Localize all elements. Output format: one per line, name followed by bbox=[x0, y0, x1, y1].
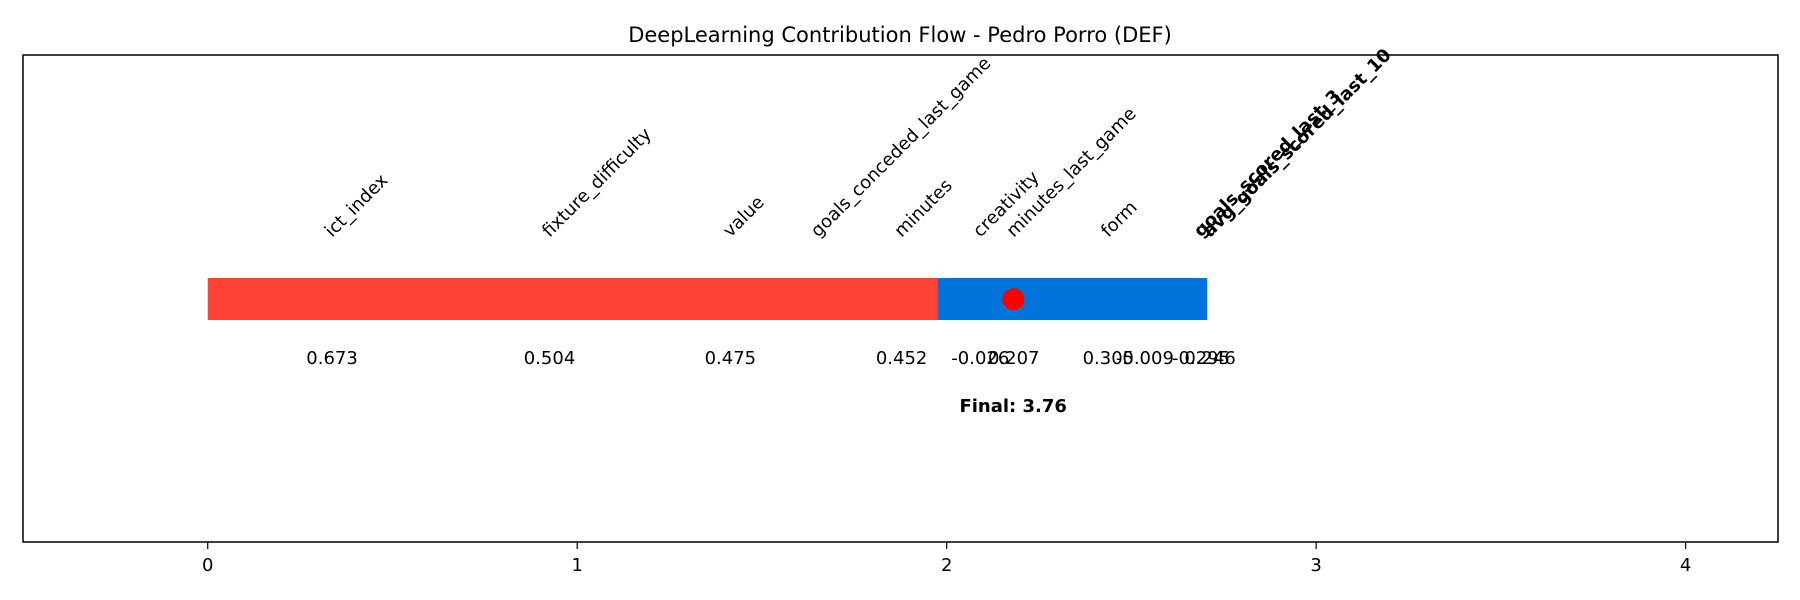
x-tick-label: 4 bbox=[1680, 555, 1691, 576]
bar-segment-positive bbox=[207, 278, 938, 320]
value-label: 0.673 bbox=[306, 348, 358, 369]
feature-label: minutes bbox=[890, 175, 956, 241]
feature-label: fixture_difficulty bbox=[538, 124, 656, 242]
value-label: -0.009 bbox=[1116, 348, 1174, 369]
bar-segment-mixed bbox=[937, 278, 1208, 320]
x-tick-label: 3 bbox=[1310, 555, 1321, 576]
feature-label: goals_scored_last_3 bbox=[1190, 86, 1346, 242]
value-label: 0.207 bbox=[988, 348, 1040, 369]
x-tick-label: 1 bbox=[571, 555, 582, 576]
feature-label: value bbox=[719, 192, 769, 242]
final-label: Final: 3.76 bbox=[959, 396, 1066, 417]
chart-title: DeepLearning Contribution Flow - Pedro P… bbox=[628, 23, 1172, 47]
x-tick-label: 0 bbox=[202, 555, 213, 576]
value-label: -0.026 bbox=[951, 348, 1009, 369]
value-label: 0.475 bbox=[705, 348, 757, 369]
final-marker bbox=[1002, 288, 1025, 310]
value-label: 0.504 bbox=[524, 348, 576, 369]
value-label: -0.295 bbox=[1172, 348, 1230, 369]
feature-label: ict_index bbox=[321, 170, 393, 242]
value-label: 0.305 bbox=[1083, 348, 1135, 369]
feature-label: goals_conceded_last_game bbox=[807, 53, 996, 242]
x-tick-label: 2 bbox=[941, 555, 952, 576]
plot-frame bbox=[22, 54, 1779, 543]
feature-label: form bbox=[1097, 197, 1142, 242]
value-label: 0.452 bbox=[876, 348, 928, 369]
value-label: 0.246 bbox=[1184, 348, 1236, 369]
